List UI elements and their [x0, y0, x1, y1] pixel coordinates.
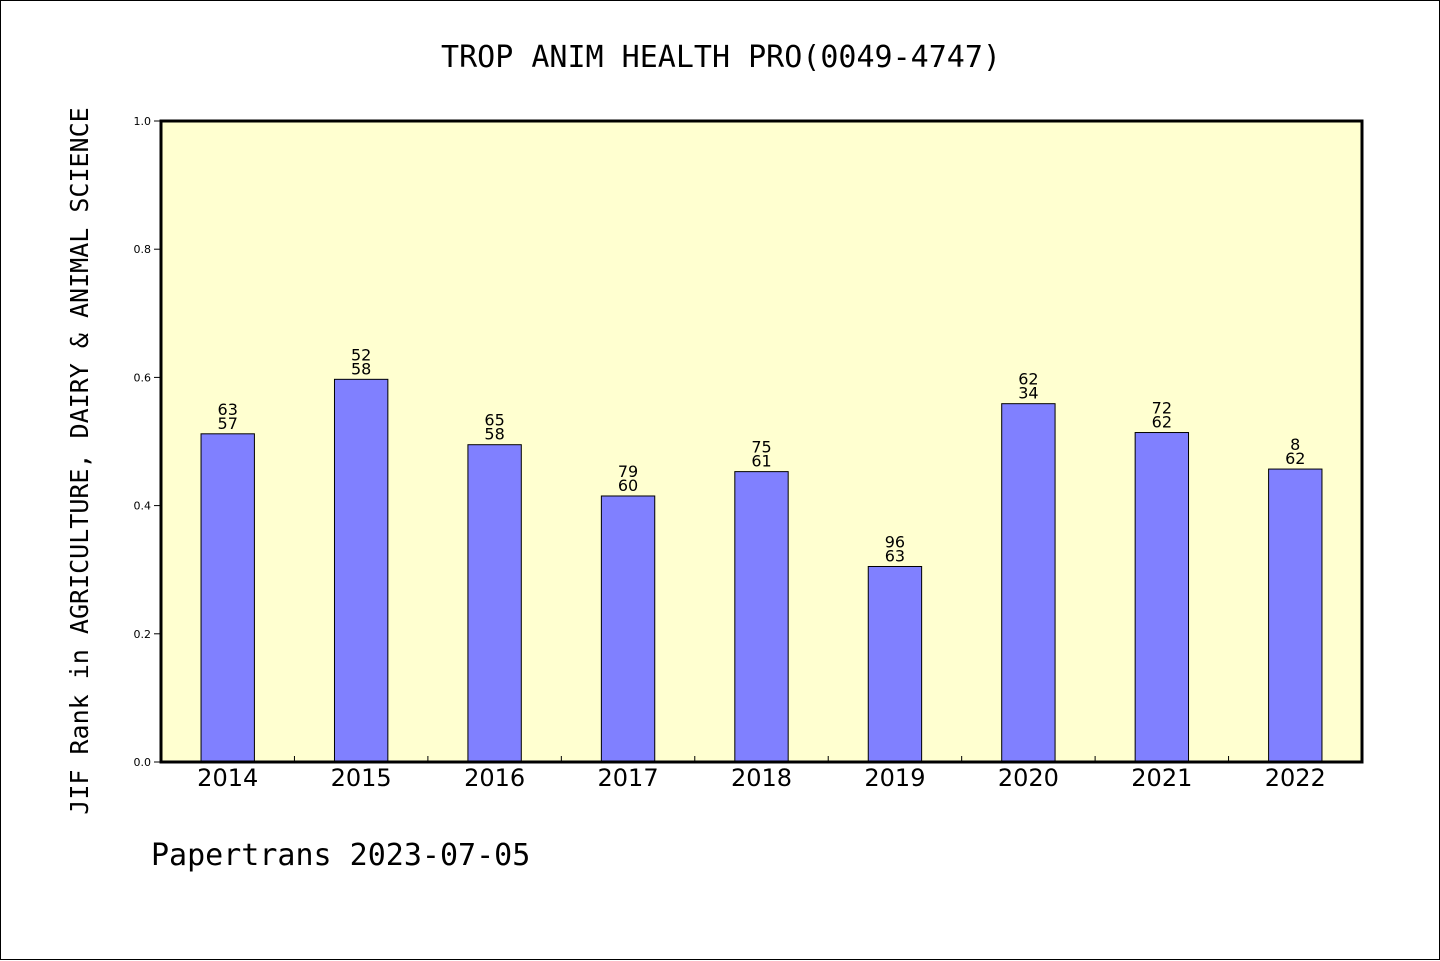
y-tick-label: 0.0	[134, 756, 152, 769]
bar-label-rank: 72	[1152, 399, 1172, 418]
bar-label-rank: 63	[218, 400, 238, 419]
bar	[1268, 468, 1323, 763]
y-axis-label: JIF Rank in AGRICULTURE, DAIRY & ANIMAL …	[65, 107, 94, 814]
bar	[600, 495, 656, 763]
bar	[1134, 432, 1190, 763]
bar-label-total: 63	[885, 546, 905, 565]
x-tick-label: 2014	[197, 764, 258, 792]
bar-label-total: 57	[218, 414, 238, 433]
y-axis: 0.0 0.2 0.4 0.6 0.8 1.0	[134, 115, 161, 769]
x-tick-label: 2020	[998, 764, 1059, 792]
x-tick-label: 2022	[1265, 764, 1326, 792]
x-tick-label: 2018	[731, 764, 792, 792]
chart-title: TROP ANIM HEALTH PRO(0049-4747)	[441, 40, 1001, 75]
bar-series	[200, 378, 1323, 763]
bar-label-rank: 62	[1018, 370, 1038, 389]
bar-label-total: 62	[1285, 449, 1305, 468]
bar-label-rank: 75	[751, 438, 771, 457]
x-tick-label: 2017	[598, 764, 659, 792]
footer-credit: Papertrans 2023-07-05	[151, 838, 530, 873]
bar-label-total: 62	[1152, 413, 1172, 432]
bar-label-total: 58	[351, 359, 371, 378]
x-tick-label: 2019	[864, 764, 925, 792]
bar-label-total: 34	[1018, 384, 1038, 403]
bar	[1001, 403, 1056, 763]
x-tick-label: 2016	[464, 764, 525, 792]
y-tick-label: 0.6	[134, 371, 152, 384]
bar-label-total: 58	[484, 425, 504, 444]
bar-label-rank: 79	[618, 462, 638, 481]
y-tick-label: 0.8	[134, 243, 152, 256]
bar-label-rank: 65	[484, 411, 504, 430]
plot-border	[159, 119, 1364, 764]
bar-label-rank: 96	[885, 532, 905, 551]
x-tick-label: 2015	[331, 764, 392, 792]
y-tick-label: 0.2	[134, 628, 152, 641]
bar	[200, 433, 255, 763]
x-tick-label: 2021	[1131, 764, 1192, 792]
bar-label-rank: 52	[351, 345, 371, 364]
bar-label-rank: 8	[1290, 435, 1300, 454]
bar	[867, 565, 923, 763]
bar	[333, 378, 389, 763]
y-tick-label: 0.4	[134, 500, 152, 513]
bar	[734, 471, 789, 763]
x-axis: 2014 2015 2016 2017 2018 2019 2020 2021 2022	[197, 756, 1326, 792]
bar-label-total: 60	[618, 476, 638, 495]
bar	[467, 444, 522, 763]
bar-label-total: 61	[751, 452, 771, 471]
y-tick-label: 1.0	[134, 115, 152, 128]
